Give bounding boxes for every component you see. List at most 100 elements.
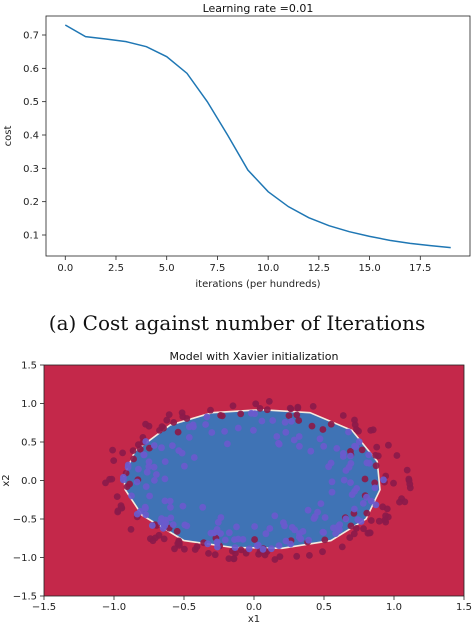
scatter-point-class-0 xyxy=(291,526,298,534)
scatter-point-class-0 xyxy=(311,513,319,520)
scatter-point-class-0 xyxy=(330,524,337,532)
scatter-point-class-1 xyxy=(261,551,269,559)
scatter-point-class-1 xyxy=(129,447,137,454)
scatter-point-class-0 xyxy=(169,442,176,449)
scatter-point-class-1 xyxy=(367,517,375,524)
scatter-point-class-0 xyxy=(282,428,290,436)
scatter-point-class-0 xyxy=(371,484,379,492)
scatter-point-class-0 xyxy=(333,445,341,452)
scatter-point-class-1 xyxy=(175,541,183,549)
scatter-point-class-0 xyxy=(150,442,158,449)
scatter-point-class-0 xyxy=(204,540,212,548)
scatter-point-class-1 xyxy=(114,508,122,516)
scatter-point-class-1 xyxy=(142,420,150,428)
scatter-point-class-1 xyxy=(135,441,142,449)
scatter-point-class-1 xyxy=(265,398,273,405)
scatter-point-class-0 xyxy=(161,458,169,465)
scatter-point-class-0 xyxy=(145,463,153,470)
scatter-point-class-1 xyxy=(293,411,301,419)
scatter-point-class-0 xyxy=(290,436,298,444)
scatter-point-class-1 xyxy=(353,525,360,532)
scatter-point-class-0 xyxy=(269,417,277,424)
scatter-point-class-1 xyxy=(308,422,316,430)
scatter-point-class-0 xyxy=(142,511,150,519)
scatter-point-class-0 xyxy=(181,521,189,529)
xavier-plot-area xyxy=(43,364,465,597)
scatter-point-class-0 xyxy=(245,545,253,553)
scatter-point-class-0 xyxy=(135,465,142,473)
scatter-point-class-0 xyxy=(304,506,312,514)
scatter-point-class-0 xyxy=(332,530,339,537)
scatter-points xyxy=(102,398,414,563)
scatter-point-class-1 xyxy=(346,534,354,541)
scatter-point-class-0 xyxy=(328,488,336,496)
cost-chart-title: Learning rate =0.01 xyxy=(203,2,314,15)
scatter-point-class-1 xyxy=(160,535,168,543)
cost-y-axis-label: cost xyxy=(3,126,14,147)
scatter-point-class-0 xyxy=(345,428,352,436)
scatter-point-class-1 xyxy=(147,535,154,543)
scatter-point-class-0 xyxy=(153,471,160,478)
scatter-point-class-1 xyxy=(158,423,166,431)
scatter-point-class-1 xyxy=(225,555,233,562)
scatter-point-class-1 xyxy=(351,421,359,429)
scatter-point-class-0 xyxy=(258,417,266,425)
scatter-point-class-0 xyxy=(271,512,279,520)
xavier-chart: Model with Xavier initialization −1.5 −1.… xyxy=(1,350,472,623)
y-tick-label: 0.5 xyxy=(23,97,39,108)
x-tick-label: 1.0 xyxy=(386,602,402,613)
scatter-point-class-0 xyxy=(287,540,294,548)
cost-axes-frame xyxy=(45,15,471,257)
scatter-point-class-1 xyxy=(361,475,369,483)
scatter-point-class-0 xyxy=(307,447,315,455)
scatter-point-class-0 xyxy=(250,426,257,434)
scatter-point-class-1 xyxy=(165,411,173,418)
scatter-point-class-0 xyxy=(169,521,177,528)
scatter-point-class-0 xyxy=(231,544,239,551)
scatter-point-class-1 xyxy=(369,426,377,434)
xavier-y-ticks: −1.5 −1.0 −0.5 0.0 0.5 1.0 1.5 xyxy=(13,361,44,603)
cost-x-ticks: 0.0 2.5 5.0 7.5 10.0 12.5 15.0 17.5 xyxy=(57,256,431,274)
cost-x-axis-label: iterations (per hundreds) xyxy=(195,279,320,290)
scatter-point-class-0 xyxy=(202,421,210,428)
scatter-point-class-0 xyxy=(150,463,158,471)
scatter-point-class-0 xyxy=(347,452,354,460)
scatter-point-class-0 xyxy=(357,518,365,525)
scatter-point-class-1 xyxy=(109,446,116,454)
scatter-point-class-0 xyxy=(151,477,158,484)
y-tick-label: 0.5 xyxy=(21,438,37,449)
scatter-point-class-1 xyxy=(401,498,409,506)
scatter-point-class-1 xyxy=(406,484,414,492)
scatter-point-class-1 xyxy=(113,493,121,500)
scatter-point-class-0 xyxy=(273,433,281,440)
x-tick-label: 5.0 xyxy=(159,263,175,274)
scatter-point-class-0 xyxy=(124,461,132,469)
scatter-point-class-0 xyxy=(288,418,295,425)
scatter-point-class-1 xyxy=(309,403,317,410)
scatter-point-class-0 xyxy=(199,503,207,511)
scatter-point-class-0 xyxy=(316,435,324,443)
scatter-point-class-1 xyxy=(256,405,264,412)
scatter-point-class-0 xyxy=(148,522,156,529)
xavier-y-axis-label: x2 xyxy=(1,474,12,486)
scatter-point-class-0 xyxy=(281,418,289,426)
scatter-point-class-0 xyxy=(145,458,153,466)
scatter-point-class-1 xyxy=(379,503,387,511)
scatter-point-class-0 xyxy=(231,536,238,543)
scatter-point-class-0 xyxy=(157,518,165,526)
x-tick-label: 2.5 xyxy=(108,263,124,274)
scatter-point-class-1 xyxy=(403,466,411,474)
scatter-point-class-0 xyxy=(380,476,387,484)
scatter-point-class-0 xyxy=(179,502,187,510)
scatter-point-class-0 xyxy=(317,500,325,507)
scatter-point-class-0 xyxy=(142,438,150,445)
scatter-point-class-0 xyxy=(143,468,151,476)
scatter-point-class-1 xyxy=(371,479,379,487)
scatter-point-class-1 xyxy=(271,556,279,563)
scatter-point-class-1 xyxy=(230,555,238,563)
scatter-point-class-1 xyxy=(339,412,347,419)
scatter-point-class-1 xyxy=(117,502,125,509)
scatter-point-class-0 xyxy=(141,503,149,511)
scatter-point-class-0 xyxy=(225,529,233,537)
